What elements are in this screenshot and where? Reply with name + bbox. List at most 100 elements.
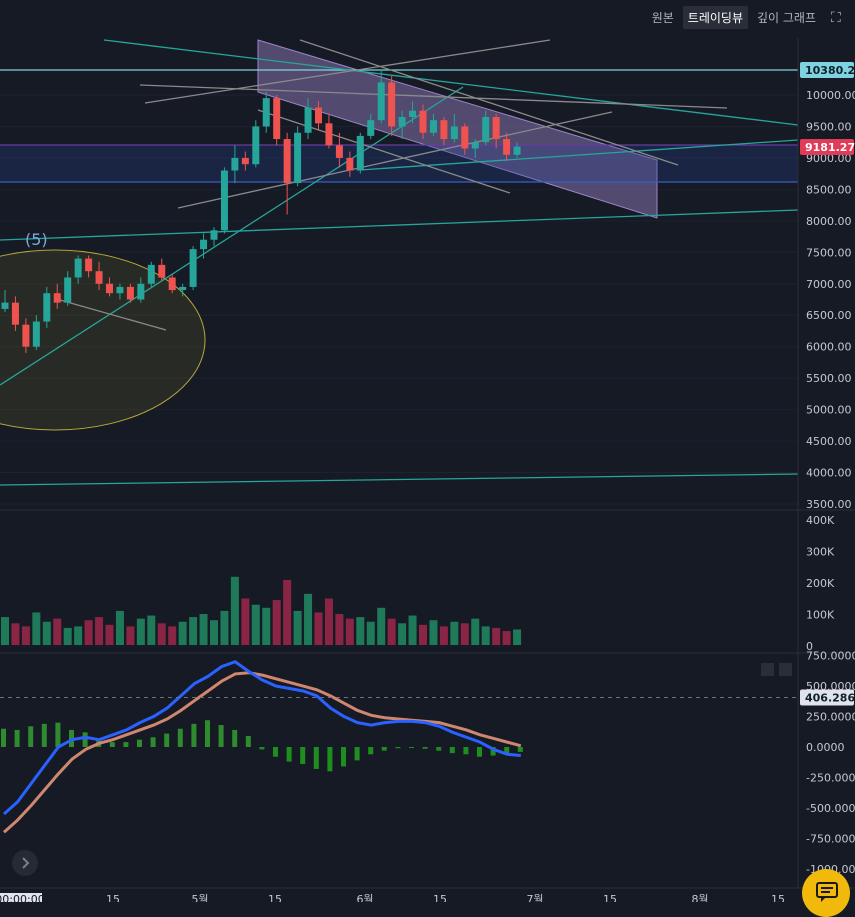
candle-body bbox=[106, 283, 113, 294]
macd-tick-label: -500.0000 bbox=[806, 802, 855, 815]
macd-hist-bar bbox=[1, 728, 6, 747]
volume-bar bbox=[1, 617, 9, 645]
macd-hist-bar bbox=[381, 747, 387, 751]
price-tick-label: 3500.00 bbox=[806, 498, 852, 511]
price-tick-label: 8500.00 bbox=[806, 183, 852, 196]
volume-tick-label: 400K bbox=[806, 514, 835, 527]
macd-hist-bar bbox=[395, 747, 401, 749]
volume-bar bbox=[272, 600, 281, 645]
pane-up-button bbox=[761, 663, 774, 676]
candle-body bbox=[325, 123, 333, 146]
macd-hist-bar bbox=[327, 747, 333, 772]
candle-body bbox=[22, 324, 30, 347]
trend-line bbox=[257, 109, 511, 194]
volume-bar bbox=[450, 621, 459, 645]
macd-tick-label: 250.0000 bbox=[806, 711, 855, 724]
macd-hist-bar bbox=[123, 742, 129, 747]
candle-body bbox=[492, 117, 500, 140]
tab-original[interactable]: 원본 bbox=[651, 11, 674, 25]
price-tick-label: 6000.00 bbox=[806, 341, 852, 354]
time-tick-label: 15 bbox=[268, 893, 282, 902]
volume-bar bbox=[95, 617, 104, 645]
last-price-label: 9181.27 bbox=[805, 141, 855, 154]
trend-lines bbox=[0, 39, 799, 486]
macd-hist-bar bbox=[137, 739, 142, 747]
macd-hist-bar bbox=[14, 729, 20, 747]
volume-bar bbox=[199, 614, 208, 645]
volume-bar bbox=[419, 624, 427, 645]
time-tick-label: 15 bbox=[603, 893, 617, 902]
volume-bar bbox=[356, 617, 365, 645]
tab-depth[interactable]: 깊이 그래프 bbox=[756, 11, 816, 25]
volume-bar bbox=[251, 604, 260, 645]
macd-hist-bar bbox=[368, 747, 374, 755]
candle-body bbox=[126, 286, 134, 300]
volume-bar bbox=[304, 593, 313, 645]
candle-body bbox=[179, 286, 187, 291]
macd-hist-bar bbox=[109, 742, 115, 747]
candle-body bbox=[388, 82, 396, 127]
candle-body bbox=[419, 110, 427, 133]
time-tick-label: 7월 bbox=[526, 893, 543, 902]
candle-body bbox=[450, 126, 458, 140]
price-tick-label: 4500.00 bbox=[806, 435, 852, 448]
volume-bar bbox=[324, 598, 333, 645]
volume-bar bbox=[513, 629, 522, 645]
time-tick-label: 00:00:00 bbox=[0, 893, 45, 902]
macd-hist-bar bbox=[191, 723, 197, 747]
fullscreen-icon[interactable]: ⛶ bbox=[831, 9, 841, 26]
volume-bars bbox=[1, 576, 522, 645]
price-tick-label: 7500.00 bbox=[806, 246, 852, 259]
candle-body bbox=[304, 107, 312, 133]
volume-bar bbox=[168, 626, 177, 645]
candles bbox=[1, 69, 521, 353]
candle-body bbox=[43, 293, 51, 322]
last-price-label-bg bbox=[800, 139, 854, 155]
macd-hist-bar bbox=[150, 737, 156, 747]
signal-line bbox=[2, 671, 522, 834]
volume-bar bbox=[241, 598, 250, 645]
macd-hist-bar bbox=[245, 736, 251, 747]
candle-body bbox=[189, 249, 197, 287]
volume-bar bbox=[429, 620, 438, 645]
chat-button[interactable] bbox=[802, 869, 850, 917]
volume-bar bbox=[136, 618, 145, 645]
candle-body bbox=[471, 142, 479, 149]
candle-body bbox=[356, 135, 364, 171]
macd-hist-bar bbox=[354, 747, 360, 761]
scroll-right-button[interactable] bbox=[12, 850, 38, 876]
volume-bar bbox=[387, 618, 396, 645]
support-zone bbox=[0, 145, 798, 182]
volume-bar bbox=[32, 612, 41, 645]
candle-body bbox=[200, 239, 208, 250]
time-tick-label: 8월 bbox=[691, 893, 708, 902]
candle-body bbox=[74, 258, 82, 278]
time-tick-label: 15 bbox=[771, 893, 785, 902]
candle-body bbox=[315, 107, 322, 124]
price-tick-label: 7000.00 bbox=[806, 278, 852, 291]
trend-line bbox=[0, 209, 799, 241]
trend-line bbox=[299, 39, 679, 166]
volume-bar bbox=[157, 623, 166, 645]
volume-bar bbox=[220, 610, 229, 645]
chat-icon bbox=[816, 882, 838, 902]
candle-body bbox=[482, 117, 490, 143]
macd-hist-bar bbox=[218, 725, 224, 747]
macd-hist-bar bbox=[449, 747, 455, 754]
volume-bar bbox=[335, 614, 344, 645]
volume-bar bbox=[230, 576, 239, 645]
volume-tick-label: 200K bbox=[806, 577, 835, 590]
candle-body bbox=[283, 139, 291, 184]
macd-tick-label: -750.0000 bbox=[806, 832, 855, 845]
volume-bar bbox=[21, 626, 30, 645]
macd-current-label-bg bbox=[800, 689, 854, 706]
candle-body bbox=[346, 157, 354, 171]
candle-body bbox=[168, 277, 176, 291]
candle-body bbox=[241, 157, 249, 165]
tab-tradingview[interactable]: 트레이딩뷰 bbox=[682, 6, 748, 29]
macd-hist-bar bbox=[463, 747, 469, 755]
volume-tick-label: 0 bbox=[806, 640, 813, 653]
trend-line bbox=[0, 86, 464, 386]
time-tick-label: 6월 bbox=[356, 893, 373, 902]
